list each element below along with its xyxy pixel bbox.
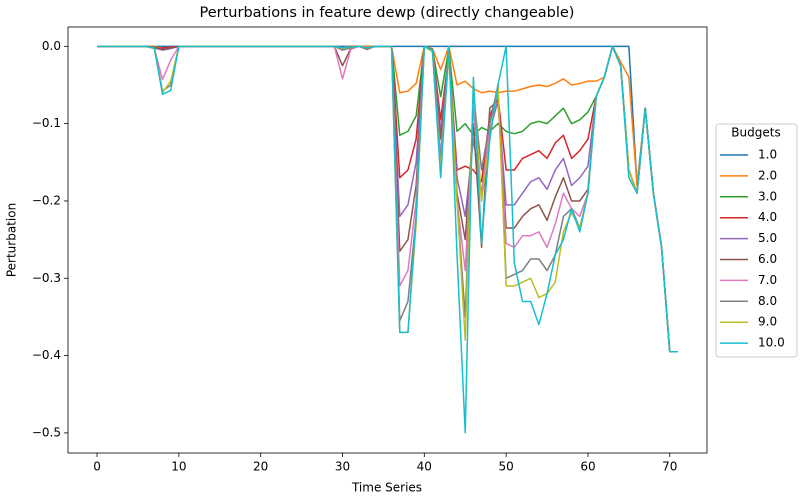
x-tick-label: 30 — [335, 460, 350, 474]
legend-label: 8.0 — [758, 294, 777, 308]
legend-label: 4.0 — [758, 210, 777, 224]
chart-title: Perturbations in feature dewp (directly … — [200, 5, 575, 21]
legend-label: 5.0 — [758, 231, 777, 245]
x-tick-label: 70 — [662, 460, 677, 474]
legend-label: 2.0 — [758, 168, 777, 182]
y-tick-label: −0.4 — [32, 348, 61, 362]
y-tick-label: 0.0 — [42, 39, 61, 53]
legend-frame — [715, 123, 798, 358]
series-line — [97, 45, 678, 434]
legend-label: 10.0 — [758, 336, 785, 350]
x-tick-label: 60 — [580, 460, 595, 474]
x-axis-label: Time Series — [351, 481, 422, 495]
y-tick-label: −0.3 — [32, 271, 61, 285]
legend-label: 9.0 — [758, 315, 777, 329]
y-tick-label: −0.5 — [32, 425, 61, 439]
x-tick-label: 20 — [253, 460, 268, 474]
legend-label: 3.0 — [758, 189, 777, 203]
y-tick-label: −0.1 — [32, 116, 61, 130]
plot-frame — [67, 26, 708, 454]
legend-label: 6.0 — [758, 252, 777, 266]
x-tick-label: 40 — [417, 460, 432, 474]
legend-label: 1.0 — [758, 148, 777, 162]
x-tick-label: 10 — [171, 460, 186, 474]
y-axis-label: Perturbation — [5, 203, 19, 277]
x-tick-label: 50 — [498, 460, 513, 474]
x-tick-label: 0 — [93, 460, 101, 474]
legend-title: Budgets — [731, 126, 780, 140]
y-tick-label: −0.2 — [32, 193, 61, 207]
legend-label: 7.0 — [758, 273, 777, 287]
